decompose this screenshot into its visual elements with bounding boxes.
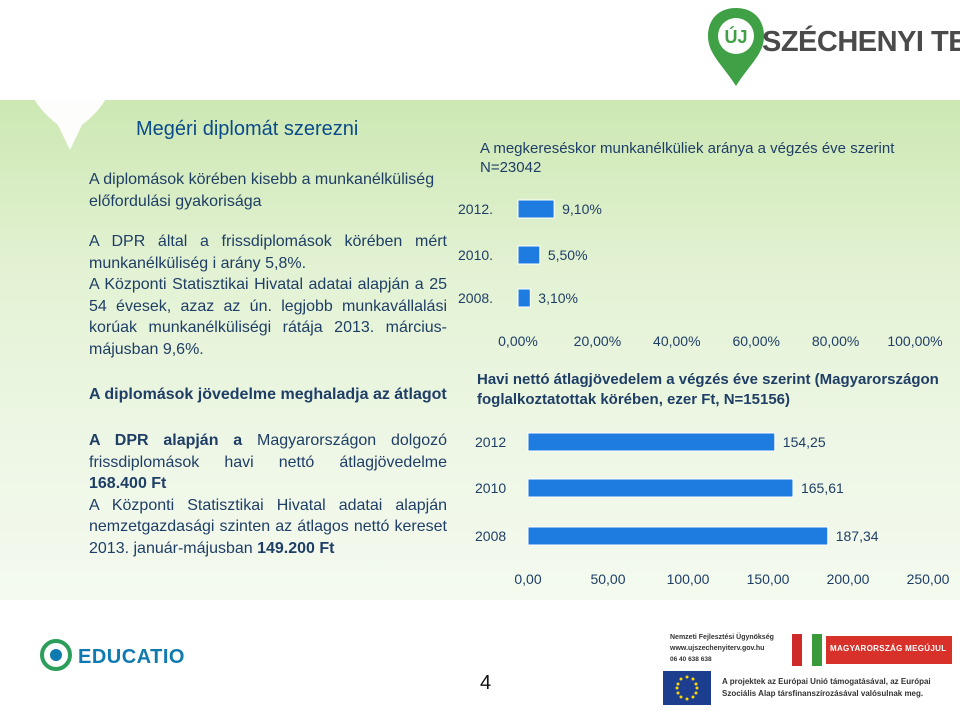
eu-flag-icon (663, 671, 711, 705)
chart1-title: A megkereséskor munkanélküliek aránya a … (480, 140, 895, 176)
section2-text-2-value: 149.200 Ft (257, 539, 335, 557)
chart2-data-label: 154,25 (783, 434, 826, 450)
chart1-tick-label: 40,00% (653, 333, 700, 349)
magyarorszag-megujul-text: MAGYARORSZÁG MEGÚJUL (830, 644, 947, 653)
section1-text-1: A DPR által a frissdiplomások körében mé… (89, 233, 447, 272)
section2-text-1: A DPR alapján a Magyarországon dolgozó f… (89, 430, 447, 495)
content-background (0, 100, 960, 600)
chart2-tick-label: 200,00 (827, 571, 870, 587)
chart2-title: Havi nettó átlagjövedelem a végzés éve s… (477, 371, 939, 408)
charts-svg: 2012. 9,10% 2010. 5,50% 2008. 3,10% 0,00% 20,00… (458, 199, 950, 587)
section2-text-1-value: 168.400 Ft (89, 475, 167, 492)
eu-text-line2: Szociális Alap társfinanszírozásával val… (722, 689, 924, 698)
logo-badge: ÚJ (724, 26, 747, 47)
chart1-tick-label: 0,00% (498, 333, 538, 349)
chart2-tick-label: 250,00 (907, 571, 950, 587)
section1-heading: A diplomások körében kisebb a munkanélkü… (89, 171, 435, 210)
chart2-tick-label: 50,00 (590, 571, 625, 587)
chart1-tick-label: 60,00% (732, 333, 779, 349)
nfu-line3: 06 40 638 638 (670, 656, 712, 663)
header-area (0, 0, 960, 100)
nfu-line1: Nemzeti Fejlesztési Ügynökség (670, 634, 774, 641)
szechenyi-terv-logo: ÚJ (708, 8, 764, 86)
section2-heading: A diplomások jövedelme meghaladja az átl… (89, 386, 447, 403)
chart1-data-label: 9,10% (562, 201, 602, 217)
chart2-tick-label: 0,00 (514, 571, 541, 587)
chart1-category-label: 2010. (458, 247, 493, 263)
eu-text-line1: A projektek az Európai Unió támogatásáva… (722, 677, 931, 686)
chart2-bar (527, 478, 794, 498)
chart1-bar (517, 199, 555, 219)
chart1-data-label: 5,50% (548, 247, 588, 263)
chart1-category-label: 2012. (458, 201, 493, 217)
chart2-data-label: 187,34 (836, 528, 879, 544)
section1-text-2: A Központi Statisztikai Hivatal adatai a… (89, 276, 447, 358)
chart1-tick-label: 100,00% (887, 333, 942, 349)
page-number: 4 (480, 672, 492, 694)
chart2-category-label: 2012 (475, 434, 506, 450)
section2-text-1-bold: A DPR alapján a (89, 432, 243, 449)
chart1-category-label: 2008. (458, 290, 493, 306)
page-title: Megéri diplomát szerezni (136, 118, 359, 140)
chart2-category-label: 2010 (475, 480, 506, 496)
chart1-data-label: 3,10% (538, 290, 578, 306)
chart2-category-label: 2008 (475, 528, 506, 544)
section2-text-2-rest: A Központi Statisztikai Hivatal adatai a… (89, 496, 447, 557)
educatio-logo (40, 639, 72, 671)
chart2-data-label: 165,61 (801, 480, 844, 496)
section2-text-1-rest: Magyarországon dolgozó frissdiplomások h… (89, 432, 448, 471)
educatio-text: EDUCATIO (78, 646, 185, 668)
pin-decoration-icon (26, 70, 114, 150)
chart1-tick-label: 80,00% (812, 333, 859, 349)
chart2-bar (527, 526, 829, 546)
chart2-tick-label: 150,00 (747, 571, 790, 587)
chart2-bar (527, 432, 776, 452)
left-text-block: Megéri diplomát szerezni A diplomások kö… (89, 118, 447, 559)
magyarorszag-megujul-logo (792, 634, 952, 666)
chart1-bar (517, 245, 541, 265)
chart2-tick-label: 100,00 (667, 571, 710, 587)
section2-text-2: A Központi Statisztikai Hivatal adatai a… (89, 495, 447, 560)
logo-text: SZÉCHENYI TERV (762, 26, 960, 58)
chart1-bar (517, 288, 531, 308)
chart1-tick-label: 20,00% (574, 333, 621, 349)
nfu-line2: www.ujszechenyiterv.gov.hu (670, 645, 765, 652)
